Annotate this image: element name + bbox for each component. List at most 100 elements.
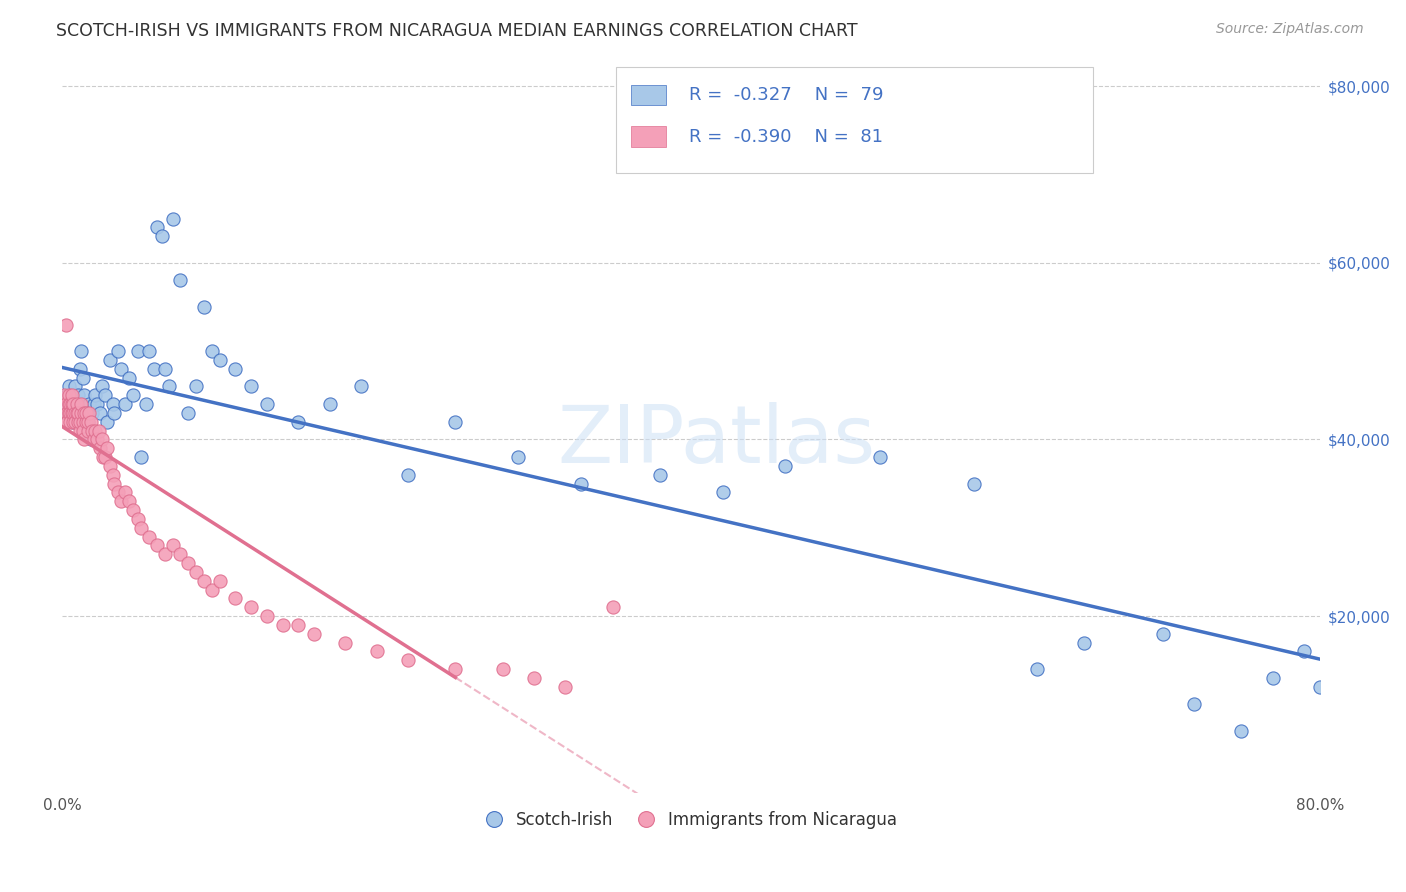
Point: [83, 397, 105, 411]
Point: [110, 494, 132, 508]
Point: [63, 397, 86, 411]
Point: [82, 406, 104, 420]
Point: [82, 424, 104, 438]
Point: [89, 406, 111, 420]
Point: [63, 379, 86, 393]
Point: [114, 397, 136, 411]
Point: [60, 388, 83, 402]
Text: SCOTCH-IRISH VS IMMIGRANTS FROM NICARAGUA MEDIAN EARNINGS CORRELATION CHART: SCOTCH-IRISH VS IMMIGRANTS FROM NICARAGU…: [56, 22, 858, 40]
Point: [60, 388, 83, 402]
Point: [775, 458, 797, 473]
Point: [138, 529, 160, 543]
Point: [59, 415, 82, 429]
Point: [208, 574, 231, 588]
Point: [90, 433, 112, 447]
Point: [96, 415, 118, 429]
Point: [396, 467, 419, 482]
Point: [59, 406, 82, 420]
Point: [1182, 698, 1205, 712]
Text: R =  -0.327    N =  79: R = -0.327 N = 79: [689, 86, 883, 103]
Point: [110, 361, 132, 376]
Point: [56, 415, 79, 429]
Point: [62, 406, 84, 420]
Point: [184, 565, 207, 579]
Point: [508, 450, 530, 464]
Point: [76, 415, 98, 429]
Point: [70, 397, 93, 411]
Point: [177, 406, 200, 420]
Point: [77, 397, 100, 411]
Point: [350, 379, 373, 393]
FancyBboxPatch shape: [616, 67, 1094, 173]
Point: [55, 406, 77, 420]
Point: [129, 521, 152, 535]
Point: [335, 635, 357, 649]
Point: [127, 512, 149, 526]
Point: [271, 618, 294, 632]
Text: ZIPatlas: ZIPatlas: [557, 401, 876, 480]
Point: [98, 352, 121, 367]
Point: [70, 397, 93, 411]
Point: [127, 344, 149, 359]
Point: [122, 503, 145, 517]
Point: [444, 415, 467, 429]
Point: [55, 397, 77, 411]
Point: [67, 406, 90, 420]
Point: [201, 582, 224, 597]
Point: [60, 406, 83, 420]
Point: [63, 415, 86, 429]
Point: [554, 680, 576, 694]
Point: [153, 547, 176, 561]
Legend: Scotch-Irish, Immigrants from Nicaragua: Scotch-Irish, Immigrants from Nicaragua: [479, 804, 904, 836]
Point: [135, 397, 157, 411]
Point: [80, 415, 103, 429]
Point: [62, 397, 84, 411]
Point: [117, 370, 139, 384]
Point: [67, 415, 90, 429]
Point: [62, 415, 84, 429]
Point: [63, 406, 86, 420]
Point: [76, 415, 98, 429]
Text: Source: ZipAtlas.com: Source: ZipAtlas.com: [1216, 22, 1364, 37]
Point: [62, 397, 84, 411]
Point: [60, 406, 83, 420]
Point: [138, 344, 160, 359]
Point: [94, 388, 117, 402]
Point: [80, 433, 103, 447]
Point: [1261, 671, 1284, 685]
Point: [142, 361, 165, 376]
Point: [101, 397, 124, 411]
Point: [1152, 626, 1174, 640]
Point: [96, 441, 118, 455]
Point: [711, 485, 734, 500]
Point: [1073, 635, 1095, 649]
Point: [107, 344, 129, 359]
Point: [58, 397, 80, 411]
Point: [83, 433, 105, 447]
Point: [193, 300, 215, 314]
Point: [55, 318, 77, 332]
Point: [67, 406, 90, 420]
Point: [86, 397, 108, 411]
Point: [73, 433, 96, 447]
Point: [169, 547, 191, 561]
Point: [569, 476, 592, 491]
FancyBboxPatch shape: [631, 127, 666, 147]
Point: [648, 467, 671, 482]
Point: [318, 397, 340, 411]
Point: [162, 538, 184, 552]
Point: [72, 424, 94, 438]
Point: [122, 388, 145, 402]
Point: [84, 424, 107, 438]
Point: [59, 406, 82, 420]
Point: [240, 600, 263, 615]
Point: [67, 388, 90, 402]
Point: [70, 344, 93, 359]
Point: [84, 388, 107, 402]
Point: [129, 450, 152, 464]
Point: [86, 433, 108, 447]
FancyBboxPatch shape: [631, 85, 666, 105]
Point: [302, 626, 325, 640]
Point: [169, 273, 191, 287]
Point: [117, 494, 139, 508]
